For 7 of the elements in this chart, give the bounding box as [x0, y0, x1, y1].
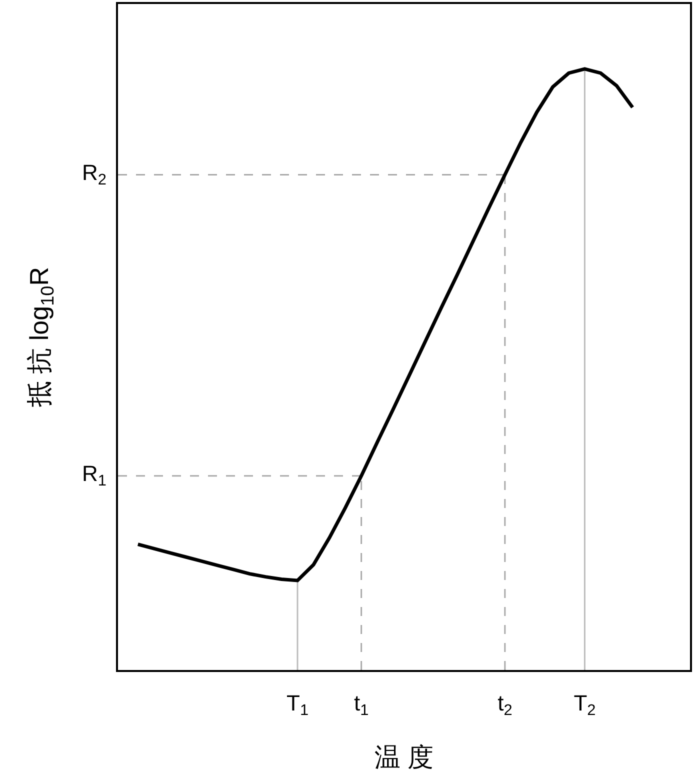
x-tick-label: t$_{2}$ [498, 690, 512, 720]
x-tick-label: T$_{2}$ [574, 690, 596, 720]
x-tick-label: T$_{1}$ [286, 690, 309, 720]
ref-line-label: R$_{1}$ [82, 461, 106, 490]
x-axis-title: 温 度 [374, 742, 434, 772]
ref-line-label: R$_{2}$ [82, 160, 106, 189]
x-tick-label: t$_{1}$ [354, 690, 369, 720]
